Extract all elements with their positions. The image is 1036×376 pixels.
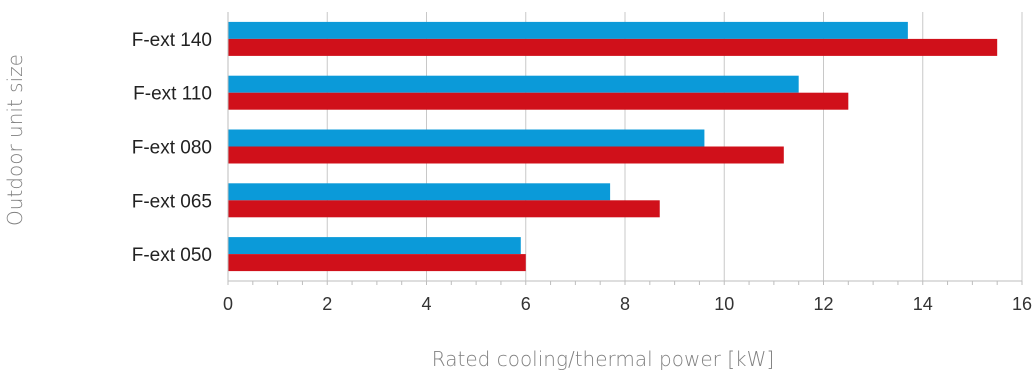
bar-red-2 <box>228 146 784 164</box>
category-label: F-ext 065 <box>132 191 212 212</box>
x-tick-label: 10 <box>714 294 734 314</box>
category-label: F-ext 140 <box>132 30 212 51</box>
bar-red-0 <box>228 38 998 56</box>
axes <box>227 12 1023 285</box>
bar-red-1 <box>228 92 849 110</box>
bar-blue-3 <box>228 183 611 201</box>
bar-blue-0 <box>228 21 908 39</box>
bars <box>228 21 998 272</box>
x-tick-label: 12 <box>813 294 833 314</box>
x-tick-label: 14 <box>913 294 933 314</box>
x-tick-label: 2 <box>322 294 332 314</box>
x-tick-label: 8 <box>620 294 630 314</box>
bar-red-3 <box>228 200 660 218</box>
bar-blue-4 <box>228 237 521 255</box>
bar-blue-1 <box>228 75 799 93</box>
x-tick-label: 16 <box>1012 294 1032 314</box>
category-labels: F-ext 140 F-ext 110 F-ext 080 F-ext 065 F-ex… <box>132 30 212 266</box>
x-tick-label: 4 <box>421 294 431 314</box>
x-tick-label: 0 <box>223 294 233 314</box>
x-tick-label: 6 <box>521 294 531 314</box>
x-axis-title: Rated cooling/thermal power [kW] <box>432 347 774 371</box>
category-label: F-ext 080 <box>132 138 212 159</box>
category-label: F-ext 050 <box>132 245 212 266</box>
bar-red-4 <box>228 254 526 272</box>
y-axis-title: Outdoor unit size <box>3 54 27 226</box>
bar-blue-2 <box>228 129 705 147</box>
x-tick-labels: 0 2 4 6 8 10 12 14 16 <box>223 294 1032 314</box>
category-label: F-ext 110 <box>133 84 212 105</box>
